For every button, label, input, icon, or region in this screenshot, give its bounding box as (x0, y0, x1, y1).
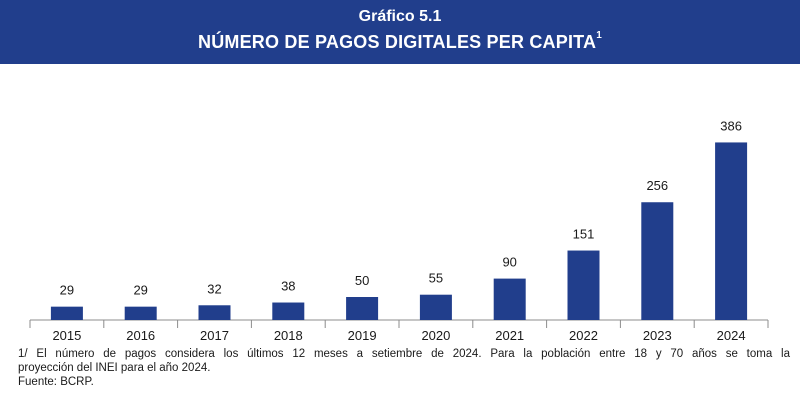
data-label-2015: 29 (60, 283, 74, 298)
bar-2020 (419, 294, 452, 320)
data-label-2022: 151 (573, 227, 595, 242)
bar-2019 (346, 297, 379, 320)
chart-title-text: NÚMERO DE PAGOS DIGITALES PER CAPITA (198, 32, 597, 52)
x-tick-label-2016: 2016 (126, 328, 155, 343)
data-label-2021: 90 (502, 255, 516, 270)
bar-2022 (567, 250, 600, 320)
data-label-2023: 256 (646, 178, 668, 193)
x-tick-label-2021: 2021 (495, 328, 524, 343)
data-label-2024: 386 (720, 118, 742, 133)
footnote-line-2: proyección del INEI para el año 2024. (18, 362, 211, 374)
chart-header: Gráfico 5.1 NÚMERO DE PAGOS DIGITALES PE… (0, 0, 800, 64)
bar-2015 (50, 306, 83, 320)
data-label-2016: 29 (133, 283, 147, 298)
source-note: Fuente: BCRP. (18, 376, 94, 388)
chart-notes: 1/ El número de pagos considera los últi… (18, 347, 790, 389)
bar-2023 (641, 202, 674, 320)
footnote-line-1: 1/ El número de pagos considera los últi… (18, 348, 790, 360)
data-label-2017: 32 (207, 281, 221, 296)
x-tick-label-2015: 2015 (52, 328, 81, 343)
bar-2021 (493, 278, 526, 320)
x-tick-label-2022: 2022 (569, 328, 598, 343)
bar-2017 (198, 305, 231, 320)
data-label-2018: 38 (281, 279, 295, 294)
bar-2024 (715, 142, 748, 320)
bar-chart: 29 2015 29 2016 32 2017 38 2018 50 2019 55 2020 90 20… (29, 118, 769, 343)
bar-2016 (124, 306, 157, 320)
x-tick-label-2018: 2018 (274, 328, 303, 343)
figure-label: Gráfico 5.1 (358, 8, 442, 25)
x-tick-label-2020: 2020 (421, 328, 450, 343)
data-label-2019: 50 (355, 273, 369, 288)
bar-2018 (272, 302, 305, 320)
x-tick-label-2017: 2017 (200, 328, 229, 343)
title-footnote-marker: 1 (596, 30, 602, 41)
x-tick-label-2019: 2019 (348, 328, 377, 343)
x-tick-label-2023: 2023 (643, 328, 672, 343)
data-label-2020: 55 (429, 271, 443, 286)
chart-title: NÚMERO DE PAGOS DIGITALES PER CAPITA1 (0, 30, 800, 53)
x-tick-label-2024: 2024 (717, 328, 746, 343)
